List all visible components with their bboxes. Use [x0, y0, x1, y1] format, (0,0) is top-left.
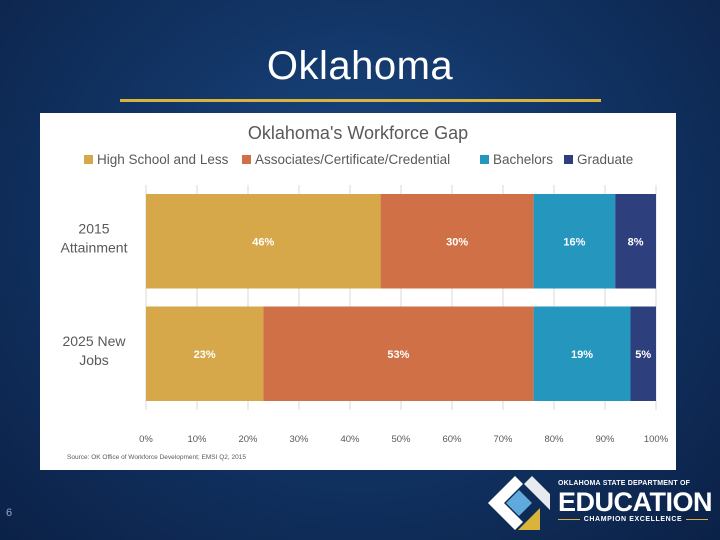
bar-segment [263, 306, 534, 401]
logo-department-text: OKLAHOMA STATE DEPARTMENT OF [558, 480, 691, 487]
chart-bars: 46% 30% 16% 8% 23% 53% 19% 5% [146, 194, 656, 401]
data-label: 46% [252, 236, 274, 248]
x-tick-label: 100% [644, 434, 669, 445]
chart-panel: Oklahoma's Workforce Gap High School and… [40, 113, 676, 470]
slide-title: Oklahoma [266, 44, 454, 88]
category-label: 2025 New Jobs [62, 333, 126, 368]
bar-segment [146, 194, 381, 289]
data-label: 5% [635, 349, 651, 361]
osde-logo: OKLAHOMA STATE DEPARTMENT OF EDUCATION C… [488, 474, 714, 534]
category-label: 2015 Attainment [61, 220, 128, 255]
bar-segment [615, 194, 656, 289]
chart-title: Oklahoma's Workforce Gap [248, 123, 468, 143]
bar-segment [533, 194, 616, 289]
legend-label: Associates/Certificate/Credential [255, 152, 450, 167]
data-label: 23% [194, 349, 216, 361]
logo-education-text: EDUCATION [558, 487, 713, 517]
legend-swatch [242, 155, 251, 164]
category-label-line: Jobs [79, 352, 109, 368]
bar-segment [533, 306, 631, 401]
workforce-gap-chart: Oklahoma's Workforce Gap High School and… [61, 123, 669, 461]
data-label: 8% [628, 236, 644, 248]
x-tick-label: 30% [289, 434, 309, 445]
x-tick-label: 80% [544, 434, 564, 445]
title-underline [120, 99, 601, 102]
logo-tagline-rule-left [558, 519, 580, 520]
chart-source: Source: OK Office of Workforce Developme… [67, 454, 246, 461]
x-tick-label: 50% [391, 434, 411, 445]
x-tick-label: 20% [238, 434, 258, 445]
legend-label: Graduate [577, 152, 633, 167]
category-label-line: Attainment [61, 239, 128, 255]
bar-segment [380, 194, 534, 289]
data-label: 19% [571, 349, 593, 361]
data-label: 30% [446, 236, 468, 248]
x-tick-label: 10% [187, 434, 207, 445]
x-tick-label: 60% [442, 434, 462, 445]
category-label-line: 2025 New [62, 333, 126, 349]
bar-segment [146, 306, 264, 401]
data-label: 53% [387, 349, 409, 361]
legend-swatch [480, 155, 489, 164]
legend-label: High School and Less [97, 152, 229, 167]
x-tick-label: 0% [139, 434, 153, 445]
legend-swatch [564, 155, 573, 164]
x-axis-ticks: 0% 10% 20% 30% 40% 50% 60% 70% 80% 90% 100% [139, 434, 669, 445]
logo-tagline: CHAMPION EXCELLENCE [558, 516, 708, 523]
x-tick-label: 90% [595, 434, 615, 445]
bar-segment [630, 306, 656, 401]
category-label-line: 2015 [78, 220, 109, 236]
legend-label: Bachelors [493, 152, 553, 167]
data-label: 16% [563, 236, 585, 248]
x-tick-label: 40% [340, 434, 360, 445]
page-number: 6 [6, 507, 13, 519]
x-tick-label: 70% [493, 434, 513, 445]
legend-swatch [84, 155, 93, 164]
chart-legend: High School and Less Associates/Certifica… [84, 152, 633, 167]
osde-logo-mark-icon [488, 476, 550, 530]
category-labels: 2015 Attainment 2025 New Jobs [61, 220, 128, 368]
logo-tagline-text: CHAMPION EXCELLENCE [583, 516, 683, 523]
logo-tagline-rule-right [686, 519, 708, 520]
